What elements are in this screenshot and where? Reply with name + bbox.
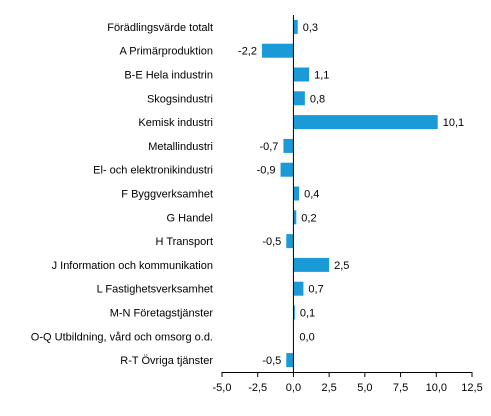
category-label: Kemisk industri [138,117,213,129]
bar [293,115,438,130]
bar [293,305,295,320]
value-label: -0,9 [257,165,276,177]
x-tick-label: 10,0 [426,382,447,394]
bar [293,186,300,201]
bar [293,91,305,106]
bar [286,234,294,249]
category-label: B-E Hela industrin [124,70,213,82]
value-label: -0,7 [259,141,278,153]
value-label: -0,5 [262,355,281,367]
bar [262,43,294,58]
bar [286,353,294,368]
bar [293,19,298,34]
value-label: 0,8 [310,93,325,105]
category-label: J Information och kommunikation [52,260,213,272]
category-label: Metallindustri [148,141,213,153]
bar [293,257,330,272]
value-label: 0,7 [308,284,323,296]
value-label: 10,1 [443,117,464,129]
category-label: Skogsindustri [147,93,213,105]
category-label: M-N Företagstjänster [110,308,214,320]
value-label: 0,4 [304,189,319,201]
x-tick-label: 12,5 [461,382,482,394]
bar [280,162,294,177]
category-labels: Förädlingsvärde totalt A Primärproduktion… [31,22,214,367]
value-label: -2,2 [238,46,257,58]
x-tick-label: -2,5 [248,382,267,394]
x-axis: -5,0 -2,5 0,0 2,5 5,0 7,5 10,0 12,5 [213,15,483,394]
value-label: 0,1 [300,308,315,320]
value-label: 0,2 [301,212,316,224]
value-label: 0,0 [299,331,314,343]
category-label: R-T Övriga tjänster [120,355,213,367]
category-label: F Byggverksamhet [121,189,213,201]
bars-group [262,19,438,368]
bar [293,281,304,296]
x-tick-label: 0,0 [286,382,301,394]
x-tick-label: 7,5 [393,382,408,394]
category-label: G Handel [167,212,213,224]
value-label: 1,1 [314,70,329,82]
category-label: Förädlingsvärde totalt [107,22,213,34]
category-label: H Transport [156,236,213,248]
bar [293,210,297,225]
value-labels: 0,3 -2,2 1,1 0,8 10,1 -0,7 -0,9 0,4 0,2 -0,5 2,5 0,… [238,22,464,367]
value-label: 0,3 [303,22,318,34]
category-label: O-Q Utbildning, vård och omsorg o.d. [31,331,213,343]
x-tick-label: 2,5 [321,382,336,394]
value-label: 2,5 [334,260,349,272]
category-label: El- och elektronikindustri [93,165,213,177]
bar [283,138,294,153]
category-label: L Fastighetsverksamhet [97,284,213,296]
value-label: -0,5 [262,236,281,248]
x-tick-label: 5,0 [357,382,372,394]
category-label: A Primärproduktion [119,46,213,58]
x-tick-label: -5,0 [213,382,232,394]
bar [293,67,310,82]
